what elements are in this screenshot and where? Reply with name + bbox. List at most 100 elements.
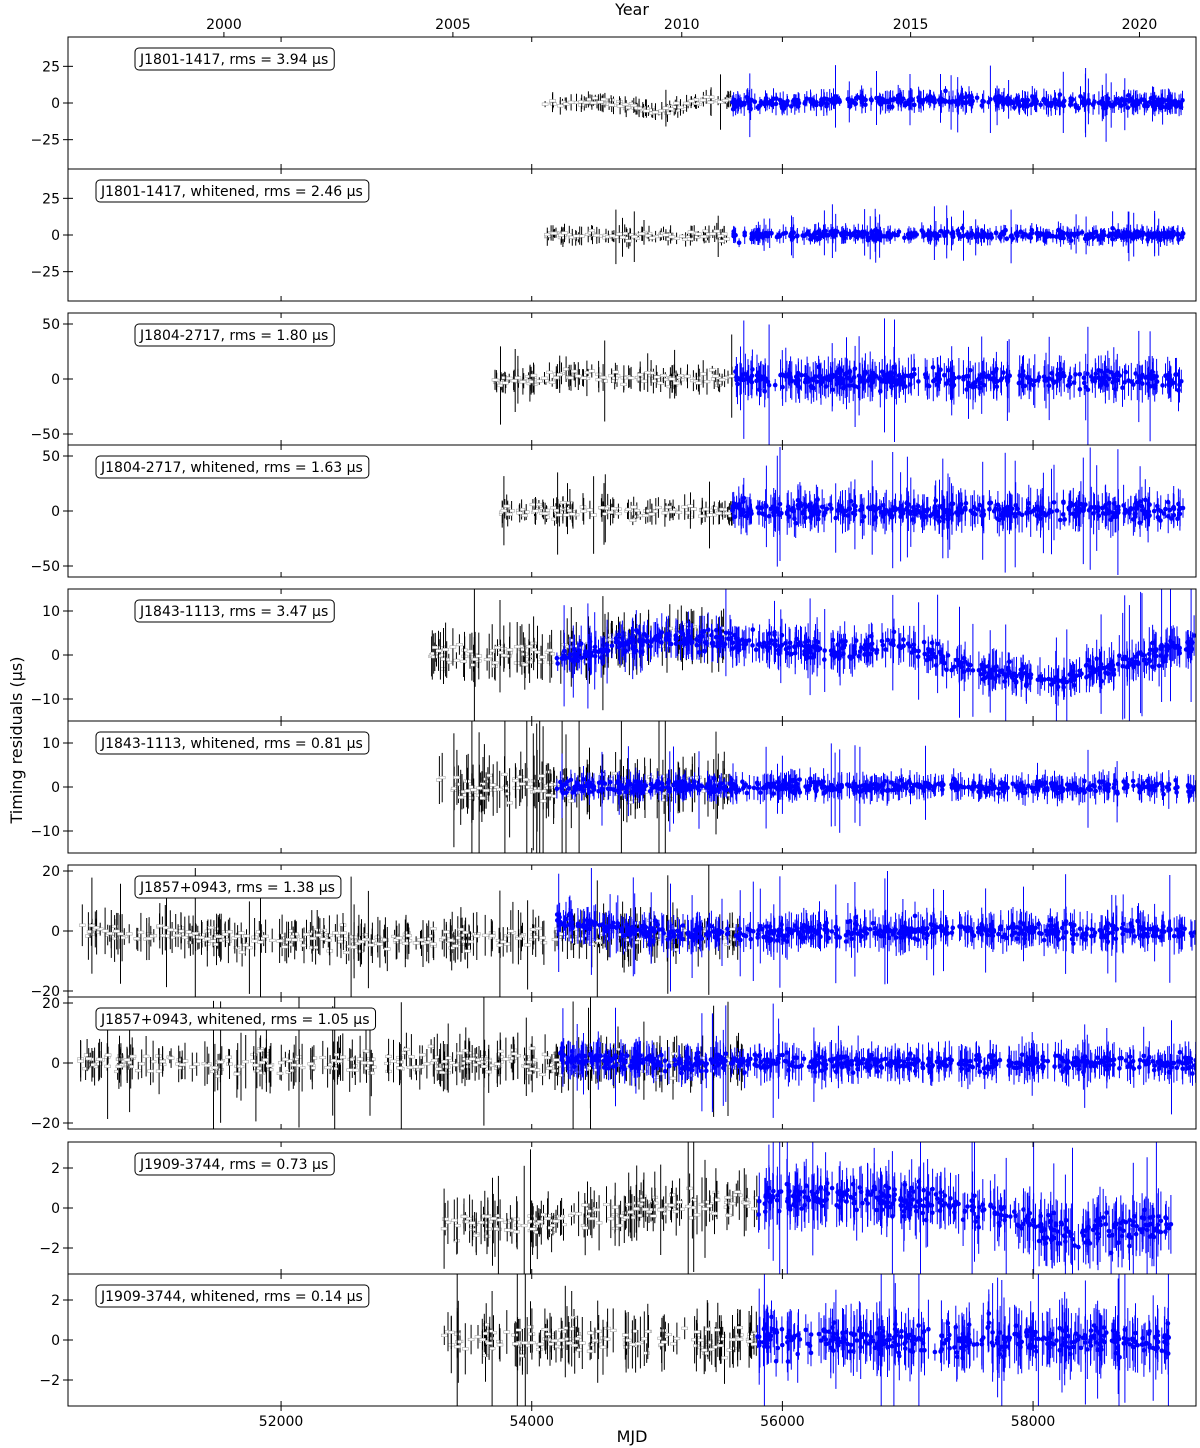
point-recent: [1076, 105, 1081, 111]
point-earlier: [535, 502, 543, 507]
point-recent: [837, 99, 842, 105]
point-recent: [975, 507, 981, 512]
point-earlier: [553, 376, 560, 380]
point-recent: [762, 389, 767, 394]
point-recent: [961, 377, 966, 382]
point-earlier: [497, 383, 504, 388]
point-earlier: [629, 518, 637, 522]
point-recent: [1025, 506, 1031, 511]
point-earlier: [553, 508, 560, 513]
point-earlier: [483, 657, 491, 662]
point-recent: [931, 232, 937, 238]
point-earlier: [608, 374, 615, 378]
point-earlier: [620, 382, 627, 386]
point-recent: [758, 377, 763, 382]
point-recent: [859, 504, 864, 509]
point-earlier: [718, 239, 725, 243]
point-earlier: [683, 101, 690, 105]
point-recent: [1036, 507, 1041, 512]
point-recent: [1034, 231, 1039, 236]
point-recent: [1100, 505, 1105, 511]
point-recent: [869, 379, 875, 385]
point-recent: [988, 97, 993, 102]
point-recent: [1015, 233, 1020, 239]
point-recent: [1012, 105, 1017, 110]
point-recent: [1147, 99, 1153, 105]
point-recent: [1122, 101, 1128, 107]
point-recent: [975, 377, 981, 383]
point-recent: [863, 370, 868, 376]
point-recent: [1031, 382, 1036, 388]
y-axis-title: Timing residuals (μs): [7, 657, 26, 825]
point-recent: [1145, 103, 1150, 109]
point-recent: [1062, 517, 1067, 522]
point-recent: [879, 369, 885, 375]
point-recent: [1020, 97, 1025, 103]
point-recent: [814, 379, 819, 385]
point-recent: [827, 502, 833, 508]
point-recent: [822, 376, 827, 381]
point-recent: [879, 638, 885, 644]
point-earlier: [530, 373, 538, 377]
point-recent: [846, 506, 852, 512]
point-recent: [906, 233, 912, 238]
point-recent: [723, 630, 729, 636]
point-recent: [890, 507, 895, 513]
point-recent: [974, 95, 980, 101]
point-recent: [1055, 684, 1061, 690]
point-recent: [1045, 376, 1051, 382]
point-earlier: [541, 102, 549, 106]
point-recent: [769, 231, 774, 236]
point-recent: [1015, 506, 1020, 512]
point-recent: [1028, 232, 1033, 237]
point-recent: [1035, 513, 1040, 519]
point-earlier: [631, 106, 639, 110]
point-recent: [818, 378, 823, 384]
point-recent: [969, 101, 974, 107]
point-recent: [1113, 514, 1119, 519]
point-earlier: [668, 377, 676, 381]
point-recent: [919, 228, 925, 233]
point-recent: [972, 512, 978, 517]
point-recent: [840, 508, 846, 513]
point-recent: [869, 641, 875, 646]
point-recent: [987, 234, 993, 239]
point-recent: [781, 231, 786, 236]
point-earlier: [700, 235, 707, 239]
y-tick-label: −25: [30, 133, 60, 149]
panel-label: J1804-2717, rms = 1.80 μs: [139, 328, 328, 344]
point-earlier: [648, 512, 656, 516]
point-earlier: [440, 657, 447, 661]
point-recent: [790, 505, 796, 511]
point-recent: [741, 377, 746, 383]
point-recent: [1150, 373, 1156, 379]
point-recent: [749, 234, 755, 239]
point-earlier: [673, 101, 680, 105]
point-recent: [1021, 103, 1026, 108]
point-recent: [830, 387, 835, 393]
point-earlier: [669, 510, 676, 514]
panel-0-points: [541, 65, 1185, 142]
point-recent: [944, 381, 949, 386]
point-earlier: [513, 645, 521, 649]
point-recent: [1012, 514, 1018, 519]
point-recent: [889, 104, 895, 110]
point-recent: [1001, 515, 1006, 521]
point-earlier: [541, 511, 549, 516]
point-recent: [912, 508, 918, 514]
point-recent: [1148, 232, 1153, 237]
point-recent: [1038, 102, 1043, 108]
point-recent: [772, 382, 778, 388]
point-earlier: [675, 510, 683, 514]
point-earlier: [573, 234, 580, 238]
y-tick-label: 50: [42, 317, 60, 333]
point-recent: [960, 225, 965, 231]
point-recent: [1092, 504, 1097, 510]
point-earlier: [718, 378, 726, 382]
point-recent: [1061, 103, 1066, 109]
point-recent: [1152, 231, 1157, 236]
point-recent: [1110, 226, 1115, 231]
point-recent: [1019, 512, 1025, 518]
point-recent: [1143, 497, 1148, 503]
point-recent: [956, 506, 961, 511]
